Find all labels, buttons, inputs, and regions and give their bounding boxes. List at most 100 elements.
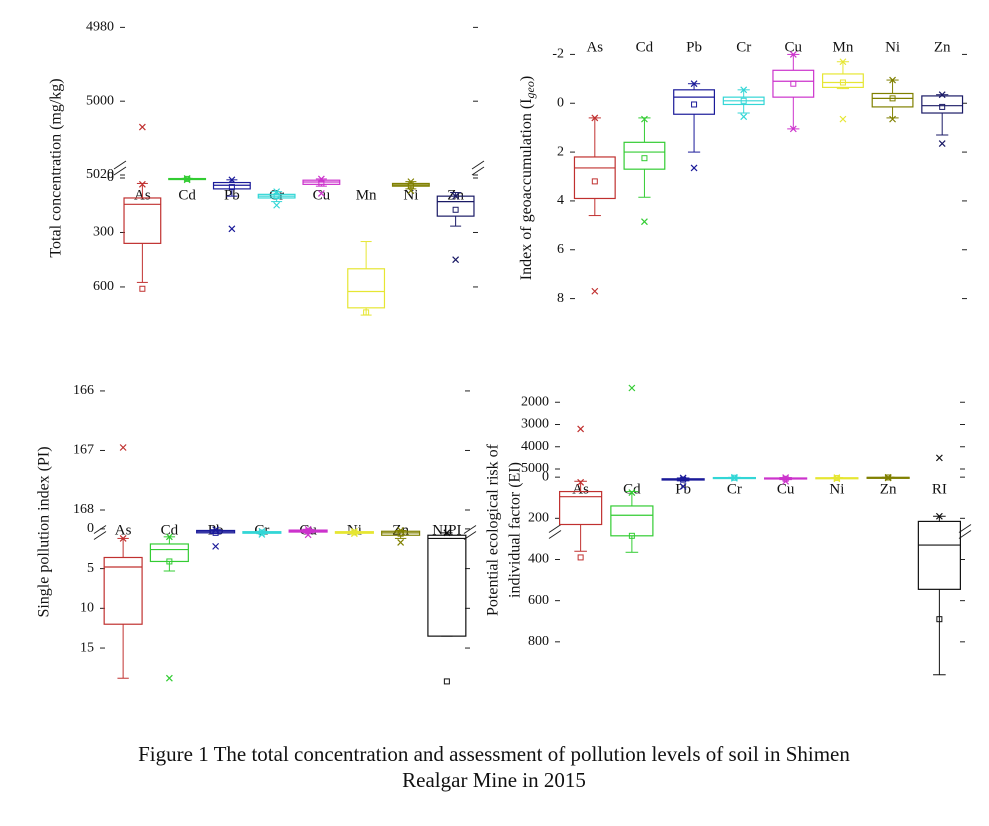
outlier xyxy=(938,91,946,99)
y-axis-label: Potential ecological risk of xyxy=(485,443,502,616)
mean xyxy=(790,80,797,87)
outlier xyxy=(577,478,585,486)
outlier xyxy=(740,86,748,94)
box xyxy=(103,556,143,625)
y-tick-label: 0 xyxy=(557,95,564,110)
box xyxy=(921,95,964,114)
mean xyxy=(885,474,892,481)
box xyxy=(623,141,666,170)
x-tick-label: Ni xyxy=(403,187,418,203)
y-tick-label: 600 xyxy=(528,593,549,608)
y-axis-label-part: Index of geoaccumulation (I xyxy=(518,98,535,280)
x-tick-label: Pb xyxy=(686,39,702,55)
x-tick-label: Zn xyxy=(934,39,951,55)
x-tick-label: Cu xyxy=(777,481,795,497)
outlier xyxy=(591,287,599,295)
outlier xyxy=(730,474,738,482)
mean xyxy=(407,182,414,189)
outlier xyxy=(228,225,236,233)
x-tick-label: Pb xyxy=(675,481,691,497)
caption-line: Figure 1 The total concentration and ass… xyxy=(138,742,850,766)
y-axis-label: Single pollution index (PI) xyxy=(36,446,53,617)
box xyxy=(347,268,386,309)
y-tick-label: 2000 xyxy=(521,394,549,409)
mean xyxy=(166,558,173,565)
box xyxy=(123,197,162,244)
y-tick-label: 0 xyxy=(87,521,94,536)
x-tick-label: Zn xyxy=(880,481,897,497)
box xyxy=(821,73,864,88)
y-tick-label: 5020 xyxy=(86,167,114,182)
outlier xyxy=(304,525,312,533)
outlier xyxy=(690,80,698,88)
y-tick-label: 5000 xyxy=(521,461,549,476)
y-tick-label: 15 xyxy=(80,640,94,655)
box xyxy=(573,156,616,200)
mean xyxy=(641,155,648,162)
caption-line: Realgar Mine in 2015 xyxy=(402,768,586,792)
mean xyxy=(691,101,698,108)
outlier xyxy=(935,454,943,462)
y-tick-label: 5000 xyxy=(86,93,114,108)
x-tick-label: Cr xyxy=(727,481,742,497)
x-tick-label: RI xyxy=(932,481,947,497)
axis-break xyxy=(463,525,477,534)
mean xyxy=(889,95,896,102)
outlier xyxy=(833,474,841,481)
mean xyxy=(680,476,687,483)
x-tick-label: As xyxy=(115,522,132,538)
outlier xyxy=(740,113,748,121)
mean xyxy=(443,678,450,685)
y-tick-label: 8 xyxy=(557,291,564,306)
mean xyxy=(452,206,459,213)
outlier xyxy=(317,175,325,183)
mean xyxy=(628,532,635,539)
outlier xyxy=(628,384,636,392)
outlier xyxy=(938,140,946,147)
mean xyxy=(351,529,358,536)
box xyxy=(427,534,467,637)
outlier xyxy=(350,527,358,535)
y-tick-label: 200 xyxy=(528,511,549,526)
mean xyxy=(577,554,584,561)
x-tick-label: Cd xyxy=(161,522,179,538)
mean xyxy=(591,178,598,185)
outlier xyxy=(119,444,127,451)
x-tick-label: Cr xyxy=(736,39,751,55)
x-tick-label: As xyxy=(586,39,603,55)
y-tick-label: 5 xyxy=(87,561,94,576)
outlier xyxy=(833,475,841,483)
y-axis-label: individual factor (EI) xyxy=(507,462,524,598)
y-tick-label: 4 xyxy=(557,193,564,208)
y-tick-label: 10 xyxy=(80,601,94,616)
outlier xyxy=(839,58,847,66)
axis-break xyxy=(93,525,107,534)
outlier xyxy=(212,542,220,550)
mean xyxy=(839,79,846,86)
outlier xyxy=(258,527,266,535)
outlier xyxy=(183,176,191,184)
outlier xyxy=(789,50,797,58)
mean xyxy=(939,103,946,110)
outlier xyxy=(641,115,648,123)
y-axis-label: Index of geoaccumulation (Igeo) xyxy=(518,76,537,280)
outlier xyxy=(591,114,599,122)
outlier xyxy=(407,178,415,186)
y-tick-label: 0 xyxy=(542,469,549,484)
outlier xyxy=(935,512,943,520)
mean xyxy=(731,474,738,481)
outlier xyxy=(889,76,896,84)
y-tick-label: 600 xyxy=(93,279,114,294)
mean xyxy=(139,285,146,292)
outlier xyxy=(452,192,460,200)
outlier xyxy=(839,115,847,123)
outlier xyxy=(119,534,127,542)
outlier xyxy=(397,538,405,546)
x-tick-label: Ni xyxy=(885,39,900,55)
x-tick-label: Cu xyxy=(313,187,331,203)
axis-break xyxy=(548,530,562,539)
outlier xyxy=(577,425,585,433)
x-tick-label: NIPI xyxy=(432,522,461,538)
box xyxy=(559,490,603,526)
box xyxy=(917,520,961,590)
